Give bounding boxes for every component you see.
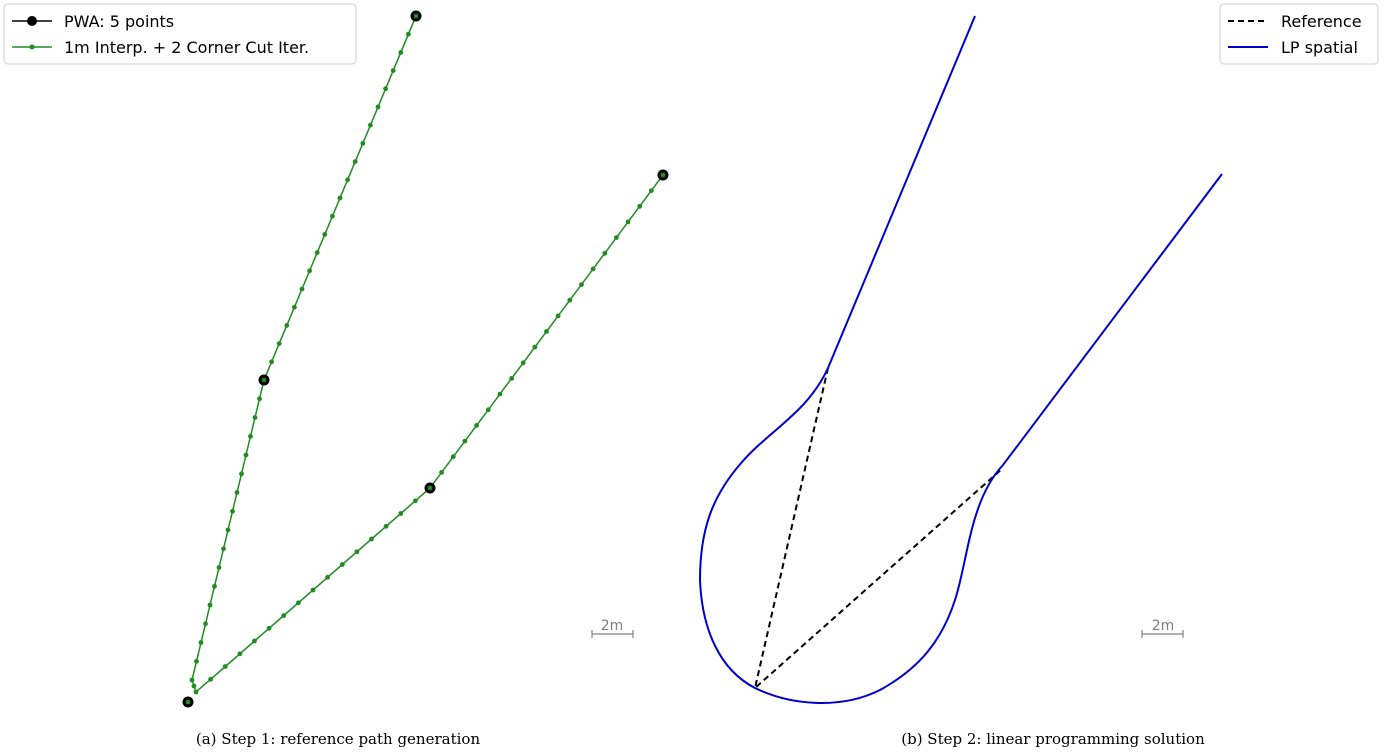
interp-point — [579, 282, 584, 287]
interp-point — [383, 523, 389, 529]
interp-point — [208, 676, 214, 682]
interp-point — [234, 490, 240, 495]
pwa-point-overlay — [185, 699, 191, 705]
interp-point — [221, 546, 226, 552]
pwa-point-overlay — [261, 377, 267, 383]
interp-point — [520, 360, 526, 366]
interp-point — [614, 235, 619, 241]
interp-point — [602, 250, 608, 256]
interp-point — [532, 344, 538, 350]
interp-point — [230, 508, 235, 514]
interp-point — [375, 104, 381, 110]
interp-point — [637, 203, 643, 209]
scale-bar-b-label: 2m — [1152, 618, 1175, 634]
interp-markers — [189, 13, 666, 695]
interp-point — [413, 498, 418, 504]
caption-b: (b) Step 2: linear programming solution — [901, 730, 1205, 748]
interp-point — [439, 470, 444, 475]
legend-a-frame — [3, 3, 357, 65]
interp-point — [191, 683, 197, 689]
interp-point — [383, 86, 388, 92]
interp-point — [257, 396, 262, 402]
scale-bar-a: 2m — [591, 618, 634, 638]
interp-point — [269, 359, 274, 365]
pwa-point-overlay — [427, 485, 433, 491]
interp-point — [509, 376, 514, 381]
scale-bar-a-label: 2m — [601, 618, 624, 634]
legend-reference-label: Reference — [1281, 12, 1362, 31]
scale-bar-b: 2m — [1141, 618, 1184, 638]
legend-b: Reference LP spatial — [1219, 3, 1379, 65]
interp-point — [322, 232, 328, 237]
interp-point — [390, 68, 396, 73]
interp-path-line — [191, 15, 664, 694]
interp-point — [354, 549, 360, 555]
interp-point — [252, 638, 257, 644]
interp-point — [398, 511, 404, 516]
interp-point — [325, 574, 330, 580]
interp-point — [544, 329, 549, 334]
interp-point — [590, 266, 596, 272]
interp-point — [239, 471, 244, 477]
interp-point — [203, 621, 208, 627]
interp-point — [207, 602, 213, 608]
interp-point — [248, 433, 253, 439]
panel-b: Reference LP spatial 2m (b) Step 2: line… — [698, 3, 1379, 748]
interp-point — [649, 188, 654, 194]
interp-point — [337, 195, 343, 201]
legend-b-frame — [1219, 3, 1379, 65]
interp-point — [299, 286, 305, 292]
interp-point — [314, 250, 320, 256]
interp-point — [216, 565, 222, 570]
legend-interp-label: 1m Interp. + 2 Corner Cut Iter. — [64, 38, 309, 57]
legend-pwa-marker — [27, 16, 37, 26]
pwa-markers — [182, 10, 669, 708]
interp-point — [352, 159, 358, 165]
interp-point — [225, 527, 231, 533]
interp-point — [194, 658, 199, 664]
legend-lp-label: LP spatial — [1281, 38, 1358, 57]
interp-point — [555, 313, 561, 319]
interp-point — [360, 141, 366, 146]
interp-point — [292, 304, 297, 310]
interp-point — [462, 438, 468, 444]
interp-point — [474, 423, 479, 428]
interp-point — [198, 640, 204, 645]
pwa-point-overlay — [660, 172, 666, 178]
interp-point — [497, 391, 503, 397]
interp-point — [266, 625, 272, 631]
interp-point — [310, 587, 316, 593]
lp-spatial-path-line — [698, 15, 1223, 704]
interp-point — [368, 122, 373, 128]
interp-point — [222, 664, 228, 669]
interp-point — [369, 536, 374, 542]
caption-a: (a) Step 1: reference path generation — [196, 730, 481, 748]
interp-point — [252, 415, 258, 420]
interp-point — [212, 583, 217, 589]
interp-point — [330, 213, 335, 219]
interp-point — [345, 177, 350, 183]
legend-interp-marker — [29, 44, 35, 50]
interp-point — [276, 341, 282, 346]
interp-point — [189, 677, 195, 683]
panel-a: PWA: 5 points 1m Interp. + 2 Corner Cut … — [3, 3, 669, 748]
legend-pwa-label: PWA: 5 points — [64, 12, 174, 31]
interp-point — [307, 268, 312, 274]
interp-point — [398, 50, 404, 55]
interp-point — [193, 689, 199, 695]
interp-point — [237, 651, 243, 657]
interp-point — [450, 454, 456, 460]
interp-point — [243, 452, 249, 458]
interp-point — [625, 219, 631, 225]
interp-point — [406, 31, 411, 37]
interp-point — [296, 600, 301, 606]
interp-point — [339, 562, 345, 567]
legend-a: PWA: 5 points 1m Interp. + 2 Corner Cut … — [3, 3, 357, 65]
interp-point — [485, 407, 491, 413]
interp-point — [284, 323, 290, 328]
interp-point — [567, 297, 573, 303]
pwa-point-overlay — [413, 13, 419, 19]
interp-point — [281, 613, 287, 618]
